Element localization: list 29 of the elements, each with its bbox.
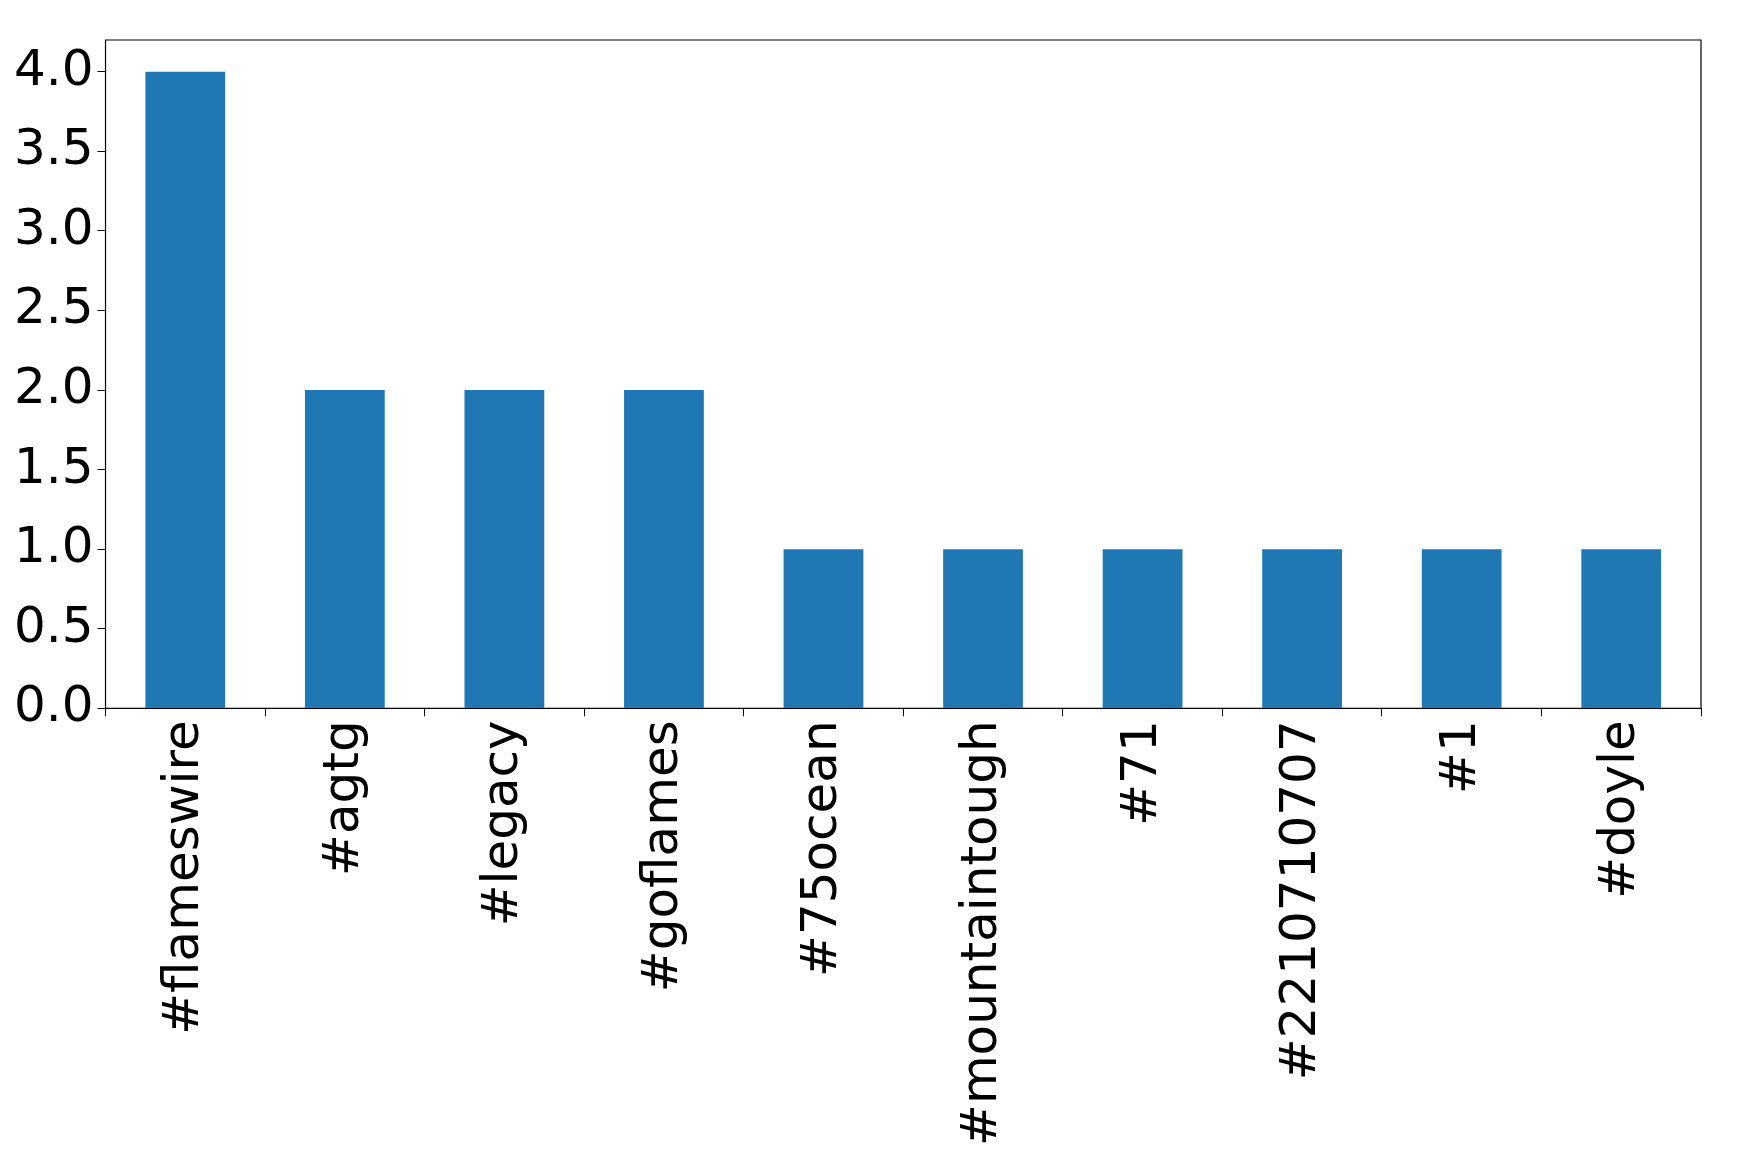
x-tick-label: #1 bbox=[1428, 720, 1487, 795]
bar bbox=[943, 549, 1023, 708]
y-tick-label: 1.0 bbox=[13, 516, 94, 575]
bar bbox=[624, 390, 704, 708]
y-tick-label: 4.0 bbox=[13, 38, 94, 97]
y-tick-label: 3.5 bbox=[13, 118, 94, 177]
bar bbox=[783, 549, 864, 708]
x-tick-label: #legacy bbox=[471, 720, 530, 927]
x-tick-label: #75ocean bbox=[790, 720, 849, 977]
x-tick-label: #71 bbox=[1109, 720, 1168, 826]
x-tick-label: #goflames bbox=[630, 720, 689, 993]
y-tick-label: 2.0 bbox=[13, 357, 94, 416]
bar bbox=[1581, 549, 1662, 708]
bar bbox=[1421, 549, 1502, 708]
x-tick-label: #agtg bbox=[311, 720, 370, 876]
x-tick-label: #doyle bbox=[1588, 720, 1647, 899]
bar bbox=[145, 71, 226, 708]
x-tick-label: #mountaintough bbox=[950, 720, 1009, 1147]
y-tick-label: 0.5 bbox=[13, 595, 94, 654]
bar bbox=[1262, 549, 1343, 708]
x-tick-label: #flameswire bbox=[152, 720, 211, 1035]
bar bbox=[464, 390, 545, 708]
bar bbox=[1102, 549, 1183, 708]
y-tick-label: 0.0 bbox=[13, 675, 94, 734]
y-tick-label: 1.5 bbox=[13, 436, 94, 495]
y-tick-label: 2.5 bbox=[13, 277, 94, 336]
x-tick-label: #2210710707 bbox=[1269, 720, 1328, 1081]
y-tick-label: 3.0 bbox=[13, 197, 94, 256]
bar bbox=[304, 390, 385, 708]
